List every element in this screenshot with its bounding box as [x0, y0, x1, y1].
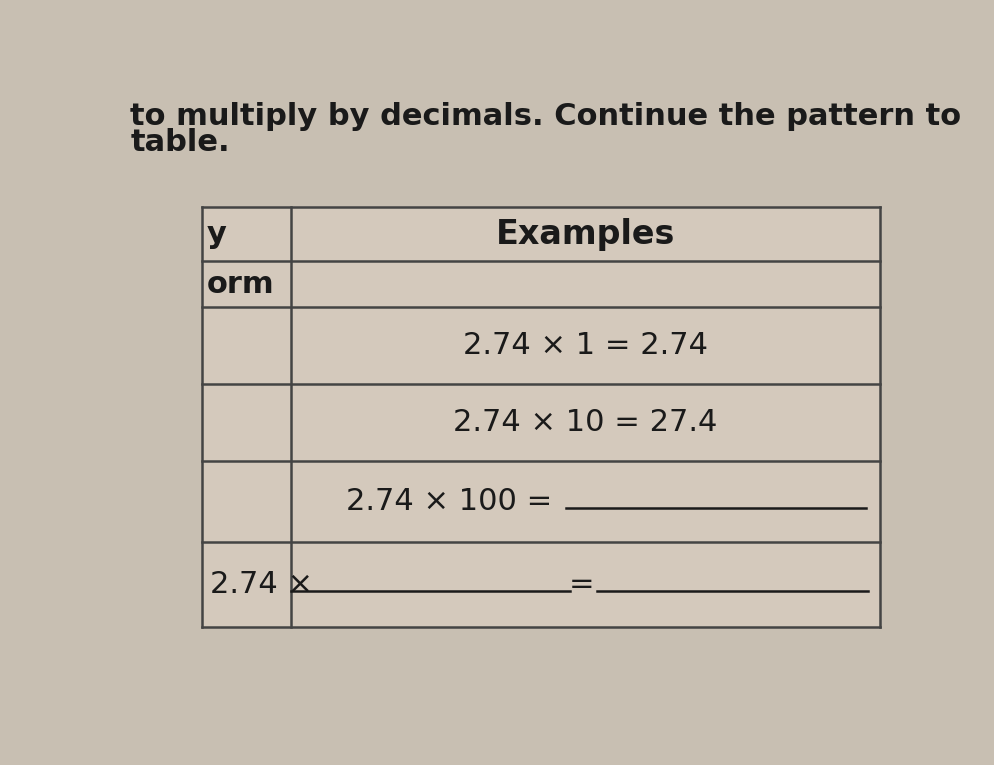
Text: Examples: Examples [496, 218, 675, 251]
Text: to multiply by decimals. Continue the pattern to: to multiply by decimals. Continue the pa… [130, 102, 961, 131]
Text: y: y [207, 220, 227, 249]
Text: 2.74 ×: 2.74 × [210, 570, 312, 599]
Text: =: = [569, 570, 594, 599]
Text: 2.74 × 10 = 27.4: 2.74 × 10 = 27.4 [453, 409, 718, 438]
Text: table.: table. [130, 128, 230, 157]
Text: 2.74 × 1 = 2.74: 2.74 × 1 = 2.74 [463, 331, 708, 360]
Bar [202, 207, 880, 627]
Text: 2.74 × 100 =: 2.74 × 100 = [346, 487, 563, 516]
Text: orm: orm [207, 270, 274, 299]
